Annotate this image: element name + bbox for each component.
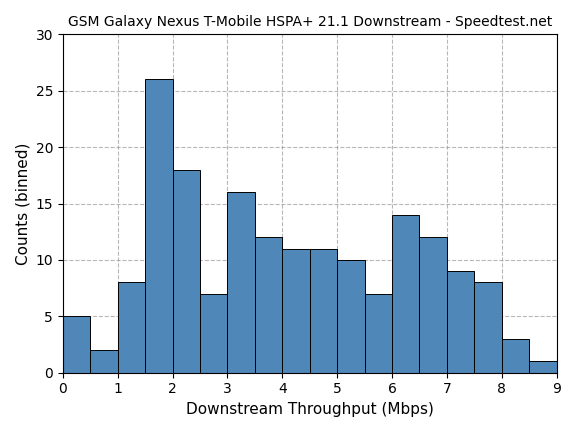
- Bar: [392, 215, 419, 373]
- Bar: [502, 339, 529, 373]
- Bar: [529, 362, 556, 373]
- Bar: [337, 260, 365, 373]
- Bar: [63, 316, 90, 373]
- Bar: [200, 294, 228, 373]
- Y-axis label: Counts (binned): Counts (binned): [15, 142, 30, 265]
- Bar: [173, 170, 200, 373]
- Bar: [447, 271, 474, 373]
- X-axis label: Downstream Throughput (Mbps): Downstream Throughput (Mbps): [186, 402, 434, 417]
- Bar: [145, 79, 173, 373]
- Bar: [90, 350, 118, 373]
- Bar: [310, 249, 337, 373]
- Bar: [228, 192, 255, 373]
- Bar: [282, 249, 310, 373]
- Bar: [118, 283, 145, 373]
- Bar: [419, 237, 447, 373]
- Title: GSM Galaxy Nexus T-Mobile HSPA+ 21.1 Downstream - Speedtest.net: GSM Galaxy Nexus T-Mobile HSPA+ 21.1 Dow…: [67, 15, 552, 29]
- Bar: [365, 294, 392, 373]
- Bar: [255, 237, 282, 373]
- Bar: [474, 283, 502, 373]
